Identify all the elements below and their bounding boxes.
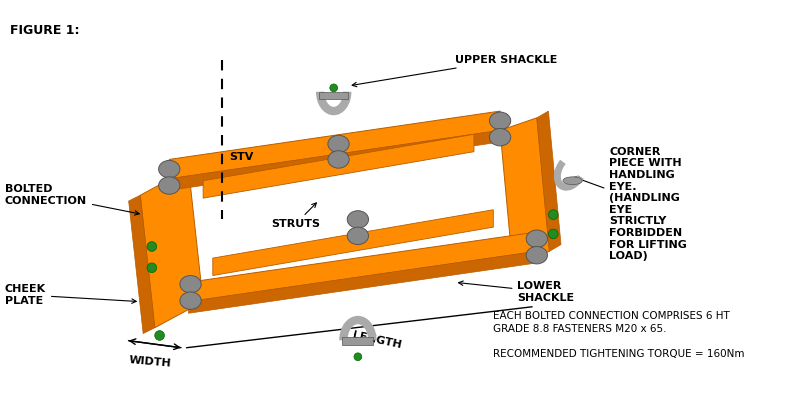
Polygon shape: [189, 232, 537, 302]
Text: STRUTS: STRUTS: [271, 203, 320, 229]
Polygon shape: [537, 111, 561, 251]
Circle shape: [147, 263, 157, 273]
Polygon shape: [140, 169, 203, 328]
Ellipse shape: [347, 227, 369, 244]
Circle shape: [549, 229, 558, 239]
Ellipse shape: [328, 135, 349, 153]
Polygon shape: [129, 195, 154, 334]
Ellipse shape: [158, 160, 180, 178]
Text: CORNER
PIECE WITH
HANDLING
EYE.
(HANDLING
EYE
STRICTLY
FORBIDDEN
FOR LIFTING
LOA: CORNER PIECE WITH HANDLING EYE. (HANDLIN…: [574, 147, 687, 261]
Text: EACH BOLTED CONNECTION COMPRISES 6 HT: EACH BOLTED CONNECTION COMPRISES 6 HT: [494, 311, 730, 321]
Polygon shape: [213, 210, 494, 276]
Ellipse shape: [563, 177, 582, 185]
Text: FIGURE 1:: FIGURE 1:: [10, 24, 79, 37]
Text: LENGTH: LENGTH: [352, 330, 402, 350]
Ellipse shape: [158, 177, 180, 194]
Text: LOWER
SHACKLE: LOWER SHACKLE: [458, 281, 574, 303]
Ellipse shape: [328, 151, 349, 168]
Text: STV: STV: [230, 152, 254, 162]
Text: RECOMMENDED TIGHTENING TORQUE = 160Nm: RECOMMENDED TIGHTENING TORQUE = 160Nm: [494, 349, 745, 359]
Ellipse shape: [526, 246, 547, 264]
Text: CHEEK
PLATE: CHEEK PLATE: [5, 284, 136, 306]
Text: GRADE 8.8 FASTENERS M20 x 65.: GRADE 8.8 FASTENERS M20 x 65.: [494, 324, 666, 334]
Polygon shape: [203, 134, 474, 198]
Circle shape: [549, 210, 558, 219]
Polygon shape: [189, 251, 537, 313]
Bar: [319, 92, 348, 99]
Ellipse shape: [347, 211, 369, 228]
Text: BOLTED
CONNECTION: BOLTED CONNECTION: [5, 185, 139, 215]
Polygon shape: [170, 111, 500, 179]
Bar: [342, 337, 374, 345]
Text: UPPER SHACKLE: UPPER SHACKLE: [352, 55, 557, 87]
Ellipse shape: [180, 292, 201, 309]
Ellipse shape: [490, 112, 510, 129]
Polygon shape: [170, 130, 500, 190]
Circle shape: [154, 330, 165, 340]
Polygon shape: [500, 118, 550, 266]
Ellipse shape: [526, 230, 547, 248]
Text: WIDTH: WIDTH: [128, 355, 171, 368]
Circle shape: [330, 84, 338, 92]
Ellipse shape: [180, 276, 201, 293]
Circle shape: [147, 242, 157, 251]
Circle shape: [354, 353, 362, 361]
Ellipse shape: [490, 128, 510, 146]
